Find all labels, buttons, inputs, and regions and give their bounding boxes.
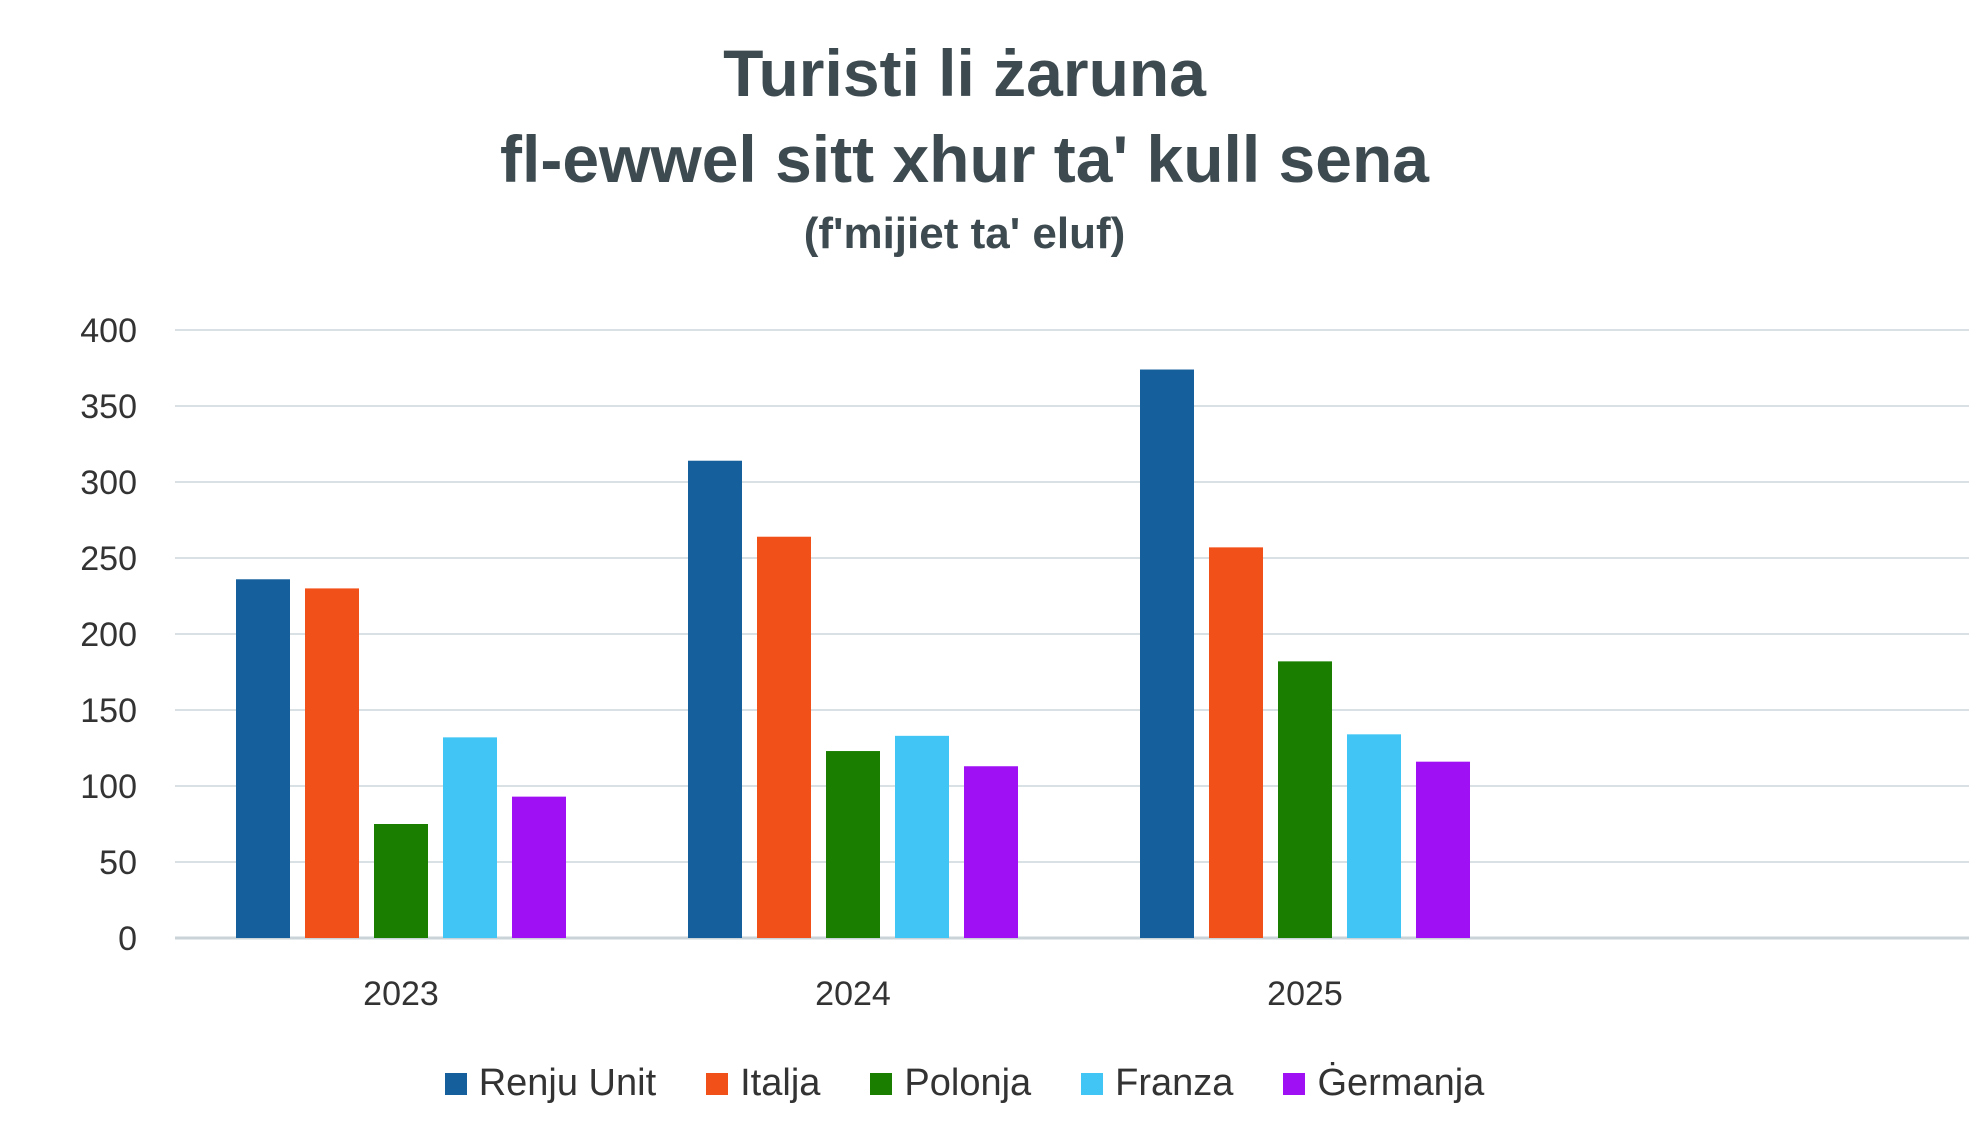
x-tick-label: 2025 [1267, 975, 1343, 1013]
legend-swatch [1283, 1072, 1306, 1095]
y-tick-label: 300 [80, 464, 137, 502]
chart-title: Turisti li żaruna [723, 36, 1206, 110]
x-tick-label: 2024 [815, 975, 891, 1013]
bar [757, 536, 811, 938]
y-tick-label: 250 [80, 540, 137, 578]
bar [1347, 734, 1401, 938]
bar [895, 735, 949, 938]
legend-label: Ġermanja [1317, 1062, 1485, 1104]
bar [688, 460, 742, 938]
legend-swatch [1081, 1072, 1104, 1095]
bar [374, 824, 428, 938]
bar [1278, 661, 1332, 938]
legend-swatch [706, 1072, 729, 1095]
y-tick-label: 150 [80, 692, 137, 730]
legend-item: Renju Unit [444, 1062, 657, 1105]
y-tick-label: 350 [80, 388, 137, 426]
y-tick-label: 400 [80, 312, 137, 350]
bar [305, 588, 359, 938]
chart-title-line2: fl-ewwel sitt xhur ta' kull sena [500, 122, 1429, 196]
legend-label: Italja [740, 1062, 821, 1104]
bar [512, 796, 566, 938]
bar [964, 766, 1018, 938]
legend-item: Italja [706, 1062, 820, 1105]
y-tick-label: 200 [80, 616, 137, 654]
bar [1209, 547, 1263, 938]
chart-title-block: Turisti li żaruna fl-ewwel sitt xhur ta'… [0, 30, 1969, 266]
legend-swatch [444, 1072, 467, 1095]
legend-item: Polonja [870, 1062, 1031, 1105]
legend-label: Polonja [904, 1062, 1032, 1104]
y-tick-label: 50 [99, 844, 137, 882]
chart-subtitle: (f'mijiet ta' eluf) [803, 209, 1126, 258]
bar [236, 579, 290, 938]
bar [826, 751, 880, 938]
bar [1140, 369, 1194, 938]
bar [443, 737, 497, 938]
y-tick-label: 0 [118, 920, 137, 958]
legend-swatch [870, 1072, 893, 1095]
legend-label: Franza [1115, 1062, 1234, 1104]
chart-legend: Renju Unit Italja Polonja Franza Ġermanja [0, 1062, 1969, 1105]
y-tick-label: 100 [80, 768, 137, 806]
bar [1416, 761, 1470, 938]
x-tick-label: 2023 [363, 975, 439, 1013]
legend-item: Franza [1081, 1062, 1233, 1105]
legend-item: Ġermanja [1283, 1062, 1484, 1105]
legend-label: Renju Unit [478, 1062, 657, 1104]
